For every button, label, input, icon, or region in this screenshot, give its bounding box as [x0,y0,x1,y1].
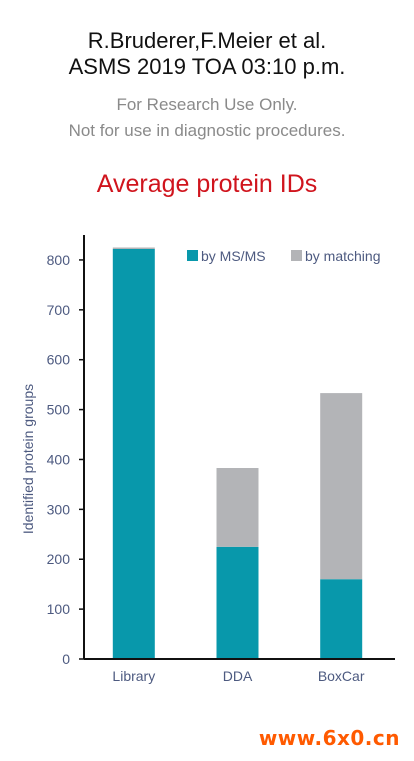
bar-library-by-matching [112,247,155,249]
citation-session: ASMS 2019 TOA 03:10 p.m. [68,54,346,79]
legend: by MS/MS by matching [187,248,380,264]
bar-boxcar-by-matching [320,393,363,580]
stacked-bar-chart: Library DDA BoxCar 0 100 200 300 400 500 600 700 80… [20,235,395,684]
y-tick-label-600: 600 [47,352,71,368]
bar-dda-by-ms-ms [216,546,259,659]
y-tick-label-200: 200 [47,551,71,567]
y-axis-label: Identified protein groups [20,384,36,534]
legend-label-by-matching: by matching [305,248,380,264]
watermark-text: www.6x0.cn [258,726,400,750]
bar-library-by-ms-ms [112,249,155,659]
legend-swatch-by-ms-ms [187,250,198,261]
disclaimer-research-use: For Research Use Only. [116,95,298,114]
bar-boxcar-by-ms-ms [320,579,363,659]
legend-label-by-ms-ms: by MS/MS [201,248,266,264]
chart-title: Average protein IDs [96,170,318,198]
disclaimer-not-diagnostic: Not for use in diagnostic procedures. [68,121,346,140]
y-tick-label-0: 0 [62,651,70,667]
y-tick-label-300: 300 [47,501,71,517]
x-tick-label-boxcar: BoxCar [318,668,365,684]
bar-dda-by-matching [216,468,259,547]
y-tick-label-700: 700 [47,302,71,318]
y-tick-label-800: 800 [47,252,71,268]
y-tick-label-500: 500 [47,402,71,418]
y-tick-label-400: 400 [47,451,71,467]
legend-swatch-by-matching [291,250,302,261]
citation-authors: R.Bruderer,F.Meier et al. [87,28,327,53]
bars-group [112,247,363,659]
axes-group: Library DDA BoxCar 0 100 200 300 400 500 600 700 80… [20,235,395,684]
x-tick-label-dda: DDA [223,668,253,684]
y-tick-label-100: 100 [47,601,71,617]
x-tick-label-library: Library [112,668,155,684]
